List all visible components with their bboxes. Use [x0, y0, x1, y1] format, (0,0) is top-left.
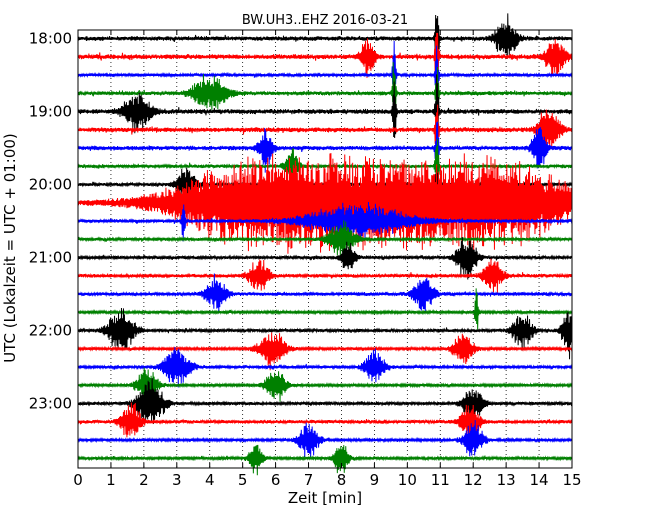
x-tick-label: 2	[139, 471, 149, 489]
x-tick-label: 1	[106, 471, 116, 489]
trace-1915	[77, 104, 573, 169]
x-tick-label: 8	[337, 471, 347, 489]
x-tick-label: 10	[398, 471, 417, 489]
y-tick-label: 23:00	[29, 395, 72, 413]
plot-frame	[77, 29, 573, 469]
trace-2015	[77, 153, 573, 254]
y-tick-label: 21:00	[29, 249, 72, 267]
trace-2230	[77, 346, 573, 388]
x-tick-label: 4	[205, 471, 215, 489]
trace-1800	[77, 13, 573, 74]
trace-1945	[77, 138, 573, 185]
trace-2130	[77, 273, 573, 314]
y-tick-label: 18:00	[29, 30, 72, 48]
x-tick-label: 0	[73, 471, 83, 489]
x-tick-label: 15	[562, 471, 581, 489]
y-tick-label: 22:00	[29, 322, 72, 340]
y-axis-label: UTC (Lokalzeit = UTC + 01:00)	[1, 133, 19, 363]
x-tick-label: 3	[172, 471, 182, 489]
trace-2030	[77, 202, 573, 242]
x-tick-label: 13	[497, 471, 516, 489]
x-tick-label: 7	[304, 471, 314, 489]
x-tick-label: 5	[238, 471, 248, 489]
trace-2215	[77, 332, 573, 371]
x-axis-label: Zeit [min]	[288, 489, 362, 507]
trace-layer	[77, 13, 573, 476]
trace-2245	[77, 367, 573, 407]
trace-2345	[77, 444, 573, 476]
trace-1900	[77, 74, 573, 148]
x-tick-label: 6	[271, 471, 281, 489]
trace-2200	[77, 307, 573, 360]
trace-2100	[77, 237, 573, 280]
x-tick-label: 9	[370, 471, 380, 489]
trace-2145	[77, 288, 573, 331]
trace-1830	[77, 40, 573, 102]
trace-2330	[77, 420, 573, 457]
x-tick-label: 11	[431, 471, 450, 489]
trace-2115	[77, 258, 573, 293]
x-tick-label: 14	[530, 471, 549, 489]
trace-2315	[77, 402, 573, 443]
trace-2300	[77, 378, 573, 424]
trace-1815	[77, 32, 573, 89]
trace-1845	[77, 62, 573, 129]
trace-2045	[77, 220, 573, 258]
chart-title: BW.UH3..EHZ 2016-03-21	[242, 13, 408, 28]
x-tick-label: 12	[464, 471, 483, 489]
axis-layer: 0 1 2 3 4 5 6 7 8 9 10 11 12 13 14 1518:0019:0020:0021:…	[29, 30, 582, 490]
trace-1930	[77, 121, 573, 173]
y-tick-label: 19:00	[29, 103, 72, 121]
y-tick-label: 20:00	[29, 176, 72, 194]
